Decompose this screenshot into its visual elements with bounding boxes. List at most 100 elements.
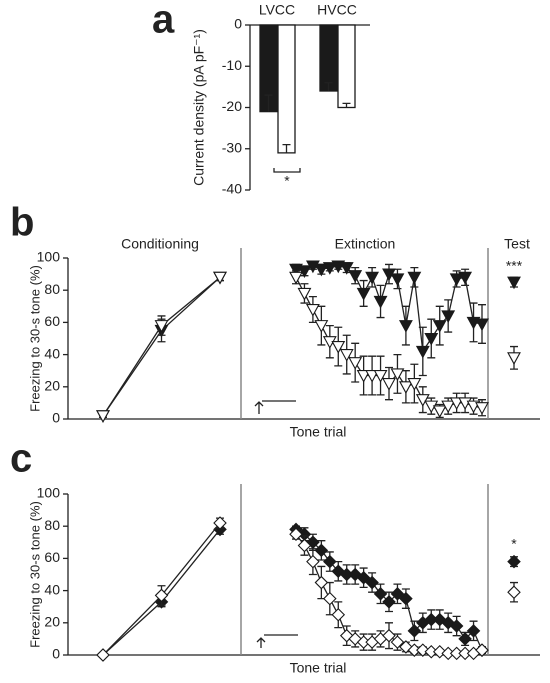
marker [390, 368, 405, 382]
y-tick-label: 60 [44, 313, 60, 329]
marker [323, 554, 337, 569]
marker [475, 318, 489, 332]
marker [314, 575, 329, 590]
marker [314, 320, 329, 333]
y-tick-label: 80 [44, 517, 60, 533]
y-tick-label: -30 [222, 139, 242, 155]
marker [415, 394, 430, 407]
y-tick-label: 20 [44, 614, 60, 630]
error-bar [264, 94, 273, 112]
marker [297, 538, 312, 553]
marker [339, 262, 354, 275]
marker [382, 628, 396, 643]
y-tick-label: 40 [44, 345, 60, 361]
marker [306, 554, 320, 569]
section-title: Test [504, 236, 530, 252]
error-bar [324, 82, 333, 91]
marker [390, 273, 405, 287]
marker [390, 587, 405, 601]
y-tick-label: 80 [44, 281, 60, 297]
marker [331, 607, 346, 622]
marker [507, 352, 521, 365]
marker [475, 643, 489, 657]
error-bar [342, 102, 351, 108]
y-tick-label: 0 [234, 16, 242, 32]
bar [337, 24, 356, 109]
marker [407, 271, 422, 285]
marker [424, 332, 439, 346]
marker [348, 567, 362, 582]
marker [507, 585, 521, 599]
marker [449, 619, 464, 633]
marker [314, 543, 329, 558]
marker [305, 303, 320, 317]
marker [331, 341, 346, 354]
y-axis-title: Current density (pA pF⁻¹) [191, 29, 207, 186]
marker [432, 645, 447, 659]
series-line [102, 276, 221, 417]
y-tick-label: -40 [222, 181, 242, 197]
section-title: Conditioning [121, 236, 199, 252]
y-tick-label: -10 [222, 57, 242, 73]
marker [432, 405, 447, 419]
marker [348, 632, 362, 646]
x-axis-title: Tone trial [290, 424, 347, 440]
marker [348, 357, 363, 370]
marker [415, 345, 430, 359]
marker [373, 369, 388, 383]
marker [441, 400, 456, 414]
marker [507, 276, 521, 290]
marker [348, 270, 363, 283]
marker [507, 554, 521, 569]
series-line [102, 276, 221, 417]
marker [390, 635, 405, 649]
marker [373, 295, 388, 309]
marker [382, 378, 396, 391]
marker [432, 320, 447, 333]
arrow-decoration [256, 634, 298, 648]
marker [407, 378, 422, 391]
annotation: * [284, 173, 290, 189]
marker [96, 410, 110, 423]
marker [213, 271, 227, 285]
marker [382, 595, 396, 609]
marker [323, 591, 337, 606]
y-tick-label: 40 [44, 581, 60, 597]
panel-label: a [152, 0, 175, 42]
marker [449, 273, 464, 287]
marker [365, 369, 380, 383]
marker [154, 320, 169, 333]
marker [449, 397, 464, 411]
y-tick-label: 0 [52, 646, 60, 662]
y-tick-label: 60 [44, 549, 60, 565]
marker [416, 643, 430, 657]
marker [356, 570, 371, 585]
marker [441, 310, 456, 324]
y-axis-title: Freezing to 30-s tone (%) [27, 501, 42, 648]
y-tick-label: 20 [44, 378, 60, 394]
marker [365, 271, 380, 285]
x-category-label: LVCC [259, 2, 295, 18]
marker [297, 287, 312, 301]
marker [356, 369, 371, 383]
bar [319, 24, 338, 92]
marker [356, 287, 371, 301]
marker [399, 591, 413, 606]
marker [297, 265, 312, 279]
marker [458, 271, 473, 285]
bar [277, 24, 296, 154]
y-axis-title: Freezing to 30-s tone (%) [27, 265, 42, 412]
annotation: *** [506, 258, 523, 274]
marker [398, 320, 413, 333]
marker [331, 564, 346, 579]
marker [458, 632, 472, 646]
marker [441, 616, 455, 630]
y-tick-label: 0 [52, 410, 60, 426]
marker [322, 262, 337, 275]
marker [466, 624, 481, 638]
marker [373, 587, 388, 601]
y-tick-label: -20 [222, 98, 242, 114]
x-category-label: HVCC [317, 2, 357, 18]
section-title: Extinction [335, 236, 396, 252]
